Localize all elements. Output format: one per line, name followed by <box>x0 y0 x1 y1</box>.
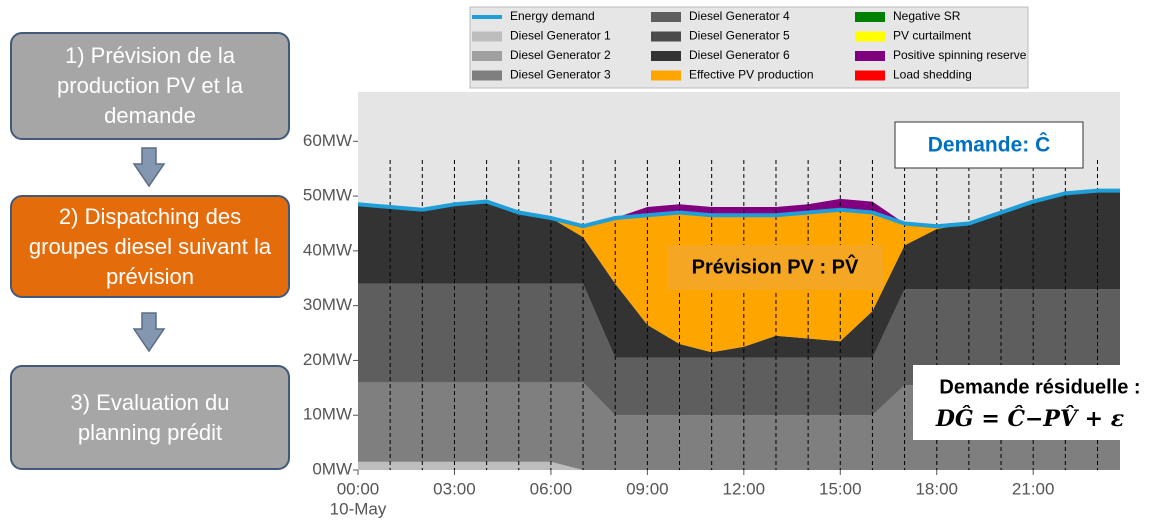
legend-swatch <box>651 51 681 61</box>
legend-label: Diesel Generator 3 <box>510 68 611 82</box>
legend-swatch <box>472 31 502 42</box>
legend-label: Negative SR <box>893 9 961 23</box>
x-tick-label: 09:00 <box>626 479 669 498</box>
legend-label: Positive spinning reserve <box>893 48 1027 62</box>
date-label: 10-May <box>330 499 387 518</box>
legend-label: Diesel Generator 2 <box>510 48 611 62</box>
flow-arrows <box>132 147 166 353</box>
demand-line <box>357 188 1120 229</box>
annotation: Prévision PV : PV̂ <box>692 254 859 279</box>
flow-step: 2) Dispatching des groupes diesel suivan… <box>10 195 290 298</box>
area <box>358 190 1120 358</box>
y-tick-label: 50MW <box>303 186 352 205</box>
y-tick-label: 20MW <box>303 350 352 369</box>
annotation: Demande résiduelle : <box>939 376 1140 398</box>
legend-label: Diesel Generator 4 <box>689 9 790 23</box>
legend-swatch <box>855 51 885 61</box>
y-tick-label: 40MW <box>303 240 352 259</box>
area <box>358 190 1120 227</box>
x-tick-label: 15:00 <box>819 479 862 498</box>
legend-swatch <box>472 70 502 81</box>
legend-swatch <box>855 12 885 22</box>
legend-label: Energy demand <box>510 9 595 23</box>
legend-label: Effective PV production <box>689 68 814 82</box>
legend-swatch <box>472 51 502 61</box>
y-tick-label: 30MW <box>303 295 352 314</box>
y-tick-label: 10MW <box>303 405 352 424</box>
annotation-box <box>667 245 883 290</box>
x-tick-label: 06:00 <box>530 479 573 498</box>
legend-box <box>469 6 1029 89</box>
legend-swatch <box>651 31 681 42</box>
x-tick-label: 18:00 <box>915 479 958 498</box>
legend-label: Diesel Generator 5 <box>689 29 790 43</box>
legend-swatch <box>651 70 681 81</box>
x-tick-label: 03:00 <box>433 479 476 498</box>
legend-label: Load shedding <box>893 68 972 82</box>
annotation-box <box>894 121 1084 169</box>
annotation: Demande: Ĉ <box>928 133 1051 157</box>
area <box>358 461 1120 470</box>
x-tick-label: 12:00 <box>723 479 766 498</box>
x-tick-label: 21:00 <box>1012 479 1055 498</box>
annotation: DĜ = Ĉ−PV̂ + ε <box>935 405 1124 432</box>
legend-swatch <box>651 12 681 22</box>
flow-step: 3) Evaluation du planning prédit <box>10 365 290 470</box>
flow-step: 1) Prévision de la production PV et la d… <box>10 32 290 140</box>
legend-swatch <box>855 31 885 42</box>
legend-label: PV curtailment <box>893 29 972 43</box>
annotation-box <box>913 365 1162 440</box>
x-tick-label: 00:00 <box>337 479 380 498</box>
legend-label: Diesel Generator 1 <box>510 29 611 43</box>
y-tick-label: 60MW <box>303 131 352 150</box>
y-tick-label: 0MW <box>312 459 352 478</box>
legend-swatch <box>855 70 885 81</box>
legend-label: Diesel Generator 6 <box>689 48 790 62</box>
